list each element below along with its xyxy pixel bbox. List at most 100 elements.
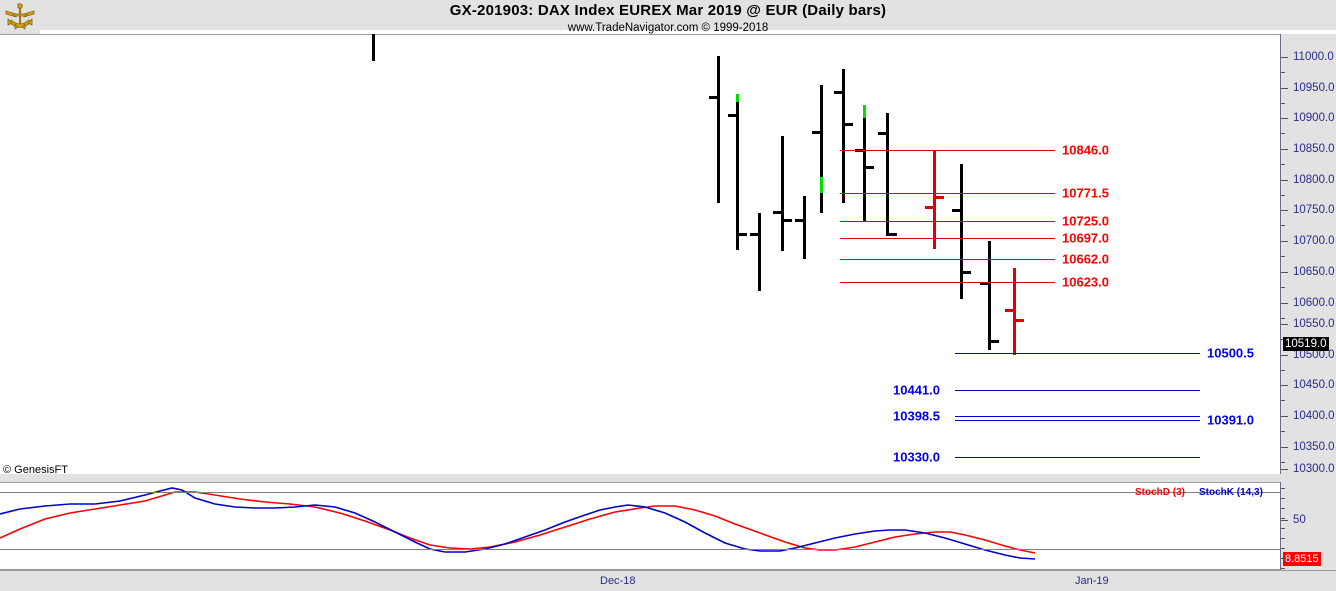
ohlc-bar[interactable] (952, 164, 971, 299)
price-axis-tick (1281, 416, 1288, 417)
ohlc-bar[interactable] (773, 136, 792, 251)
price-axis-label: 10400.0 (1293, 410, 1335, 422)
date-axis[interactable]: Dec-18 Jan-19 (0, 570, 1336, 591)
ohlc-open-tick (709, 96, 718, 99)
price-axis-label: 10700.0 (1293, 235, 1335, 247)
price-axis-label: 10950.0 (1293, 82, 1335, 94)
price-axis-tick (1281, 180, 1288, 181)
current-price-tag: 10519.0 (1283, 337, 1329, 351)
ohlc-close-tick (988, 340, 999, 343)
ohlc-bar[interactable] (925, 151, 944, 249)
watermark-label: © GenesisFT (3, 464, 68, 476)
price-axis-label: 10600.0 (1293, 297, 1335, 309)
ohlc-close-tick (886, 233, 897, 236)
price-axis-tick (1281, 118, 1288, 119)
indicator-axis-label: 50 (1293, 514, 1306, 526)
price-axis-tick (1281, 324, 1288, 325)
ohlc-close-tick (933, 196, 944, 199)
resistance-line[interactable] (840, 221, 1055, 222)
support-line[interactable] (955, 353, 1200, 354)
indicator-guide-line (0, 492, 1280, 493)
ohlc-open-tick (1005, 309, 1014, 312)
price-axis-label: 11000.0 (1293, 51, 1334, 63)
indicator-legend-item[interactable]: StochK (14,3) (1199, 487, 1263, 498)
price-axis-minor-tick (1281, 164, 1285, 165)
ohlc-open-tick (812, 131, 821, 134)
price-axis-tick (1281, 447, 1288, 448)
ohlc-bar[interactable] (728, 94, 747, 250)
price-axis-label: 10300.0 (1293, 463, 1335, 475)
ohlc-bar[interactable] (1005, 268, 1024, 355)
support-line[interactable] (955, 416, 1200, 417)
support-line[interactable] (955, 420, 1200, 421)
ohlc-open-tick (952, 209, 961, 212)
ohlc-bar[interactable] (364, 34, 383, 61)
ohlc-bar[interactable] (878, 113, 897, 236)
support-line[interactable] (955, 390, 1200, 391)
support-label: 10500.5 (1207, 345, 1254, 361)
ohlc-open-tick (795, 219, 804, 222)
ohlc-bar-highlight (820, 177, 823, 193)
price-axis-tick (1281, 88, 1288, 89)
price-axis-label: 10500.0 (1293, 349, 1335, 361)
ohlc-open-tick (980, 282, 989, 285)
chart-subtitle: www.TradeNavigator.com © 1999-2018 (567, 22, 769, 34)
resistance-label: 10697.0 (1062, 230, 1109, 246)
ohlc-bar[interactable] (834, 69, 853, 203)
price-axis-tick (1281, 355, 1288, 356)
ohlc-bar-highlight (863, 105, 866, 118)
ohlc-bar-stem (960, 164, 963, 299)
indicator-axis[interactable]: 50 8.8515 (1280, 482, 1336, 570)
price-axis-minor-tick (1281, 431, 1285, 432)
ohlc-bar[interactable] (750, 213, 769, 291)
ohlc-bar-stem (758, 213, 761, 291)
price-axis-minor-tick (1281, 370, 1285, 371)
resistance-line[interactable] (840, 150, 1055, 151)
resistance-label: 10771.5 (1062, 185, 1109, 201)
ohlc-close-tick (781, 219, 792, 222)
ohlc-open-tick (834, 91, 843, 94)
resistance-line[interactable] (840, 193, 1055, 194)
stochastic-indicator-pane[interactable]: StochD (3) StochK (14,3) (0, 482, 1280, 570)
support-label: 10391.0 (1207, 412, 1254, 428)
indicator-axis-minor-tick (1281, 528, 1285, 529)
price-axis-label: 10650.0 (1293, 266, 1335, 278)
price-axis-label: 10350.0 (1293, 441, 1335, 453)
ohlc-open-tick (750, 233, 759, 236)
ohlc-bar[interactable] (795, 196, 814, 259)
ohlc-bar-stem (820, 85, 823, 213)
ohlc-close-tick (842, 123, 853, 126)
ohlc-bar[interactable] (855, 105, 874, 221)
date-axis-label: Dec-18 (600, 575, 636, 587)
resistance-label: 10846.0 (1062, 142, 1109, 158)
indicator-axis-minor-tick (1281, 538, 1285, 539)
ohlc-open-tick (925, 206, 934, 209)
price-axis-minor-tick (1281, 318, 1285, 319)
resistance-line[interactable] (840, 259, 1055, 260)
support-line[interactable] (955, 457, 1200, 458)
ohlc-bar[interactable] (812, 85, 831, 213)
ohlc-bar-stem (886, 113, 889, 234)
ohlc-bar[interactable] (980, 241, 999, 350)
ohlc-bar[interactable] (709, 56, 728, 203)
pane-divider (0, 474, 1336, 482)
page-title: GX-201903: DAX Index EUREX Mar 2019 @ EU… (449, 2, 887, 19)
price-axis-label: 10800.0 (1293, 174, 1335, 186)
indicator-legend-item[interactable]: StochD (3) (1135, 487, 1185, 498)
price-axis-label: 10900.0 (1293, 112, 1335, 124)
ohlc-bar-stem (842, 69, 845, 203)
price-axis-minor-tick (1281, 225, 1285, 226)
price-axis-minor-tick (1281, 195, 1285, 196)
ohlc-bar-stem (863, 106, 866, 221)
price-axis-tick (1281, 303, 1288, 304)
resistance-line[interactable] (840, 238, 1055, 239)
price-axis[interactable]: 11000.0 10950.0 10900.0 10850.0 10800.0 10750… (1280, 34, 1336, 485)
resistance-label: 10623.0 (1062, 274, 1109, 290)
ohlc-open-tick (773, 211, 782, 214)
ohlc-bar-stem (717, 56, 720, 203)
resistance-line[interactable] (840, 282, 1055, 283)
price-axis-tick (1281, 469, 1288, 470)
price-chart-pane[interactable]: 10846.0 10771.5 10725.0 10697.0 10662.0 10623… (0, 34, 1280, 474)
date-axis-label: Jan-19 (1075, 575, 1109, 587)
price-axis-minor-tick (1281, 133, 1285, 134)
